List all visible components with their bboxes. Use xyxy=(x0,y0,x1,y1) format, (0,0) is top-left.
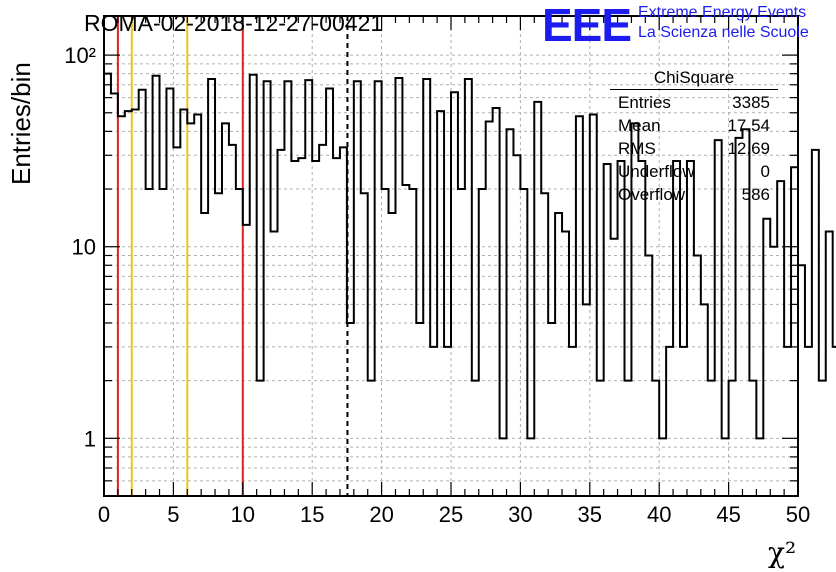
stats-box: ChiSquare Entries 3385 Mean 17.54 RMS 12.69… xyxy=(610,68,778,206)
stats-row-mean: Mean 17.54 xyxy=(610,114,778,137)
y-tick-label: 10 xyxy=(72,235,96,260)
stats-label: Mean xyxy=(618,116,661,135)
y-axis-label: Entries/bin xyxy=(6,62,36,185)
stats-row-rms: RMS 12.69 xyxy=(610,137,778,160)
histogram-series xyxy=(104,72,836,440)
stats-row-entries: Entries 3385 xyxy=(610,91,778,114)
x-tick-label: 40 xyxy=(647,502,671,527)
stats-label: Entries xyxy=(618,93,671,112)
x-axis-label: χ² xyxy=(768,536,797,569)
stats-value: 586 xyxy=(741,185,770,204)
x-tick-label: 5 xyxy=(167,502,179,527)
stats-label: RMS xyxy=(618,139,656,158)
axis-tick-labels: 0 5 10 15 20 25 30 35 40 45 50 1 10 10² xyxy=(64,43,810,527)
x-tick-label: 30 xyxy=(508,502,532,527)
stats-row-overflow: Overflow 586 xyxy=(610,183,778,206)
y-tick-label: 1 xyxy=(84,426,96,451)
y-tick-label: 10² xyxy=(64,43,96,68)
x-tick-label: 50 xyxy=(786,502,810,527)
run-title: ROMA-02-2018-12-27-00421 xyxy=(84,10,384,36)
logo-line-1: Extreme Energy Events xyxy=(638,4,807,21)
stats-value: 0 xyxy=(760,162,770,181)
x-tick-label: 45 xyxy=(716,502,740,527)
stats-label: Underflow xyxy=(618,162,695,181)
x-tick-label: 10 xyxy=(231,502,255,527)
x-tick-label: 15 xyxy=(300,502,324,527)
x-tick-label: 20 xyxy=(369,502,393,527)
stats-label: Overflow xyxy=(618,185,686,204)
axis-ticks xyxy=(103,16,799,496)
eee-logo: EEE xyxy=(542,0,632,51)
stats-value: 12.69 xyxy=(727,139,770,158)
x-tick-label: 35 xyxy=(578,502,602,527)
grid-lines xyxy=(104,16,798,496)
x-tick-label: 0 xyxy=(98,502,110,527)
stats-row-underflow: Underflow 0 xyxy=(610,160,778,183)
logo-line-2: La Scienza nelle Scuole xyxy=(638,24,809,41)
stats-value: 3385 xyxy=(732,93,770,112)
stats-value: 17.54 xyxy=(727,116,770,135)
stats-title: ChiSquare xyxy=(610,68,778,90)
x-tick-label: 25 xyxy=(439,502,463,527)
